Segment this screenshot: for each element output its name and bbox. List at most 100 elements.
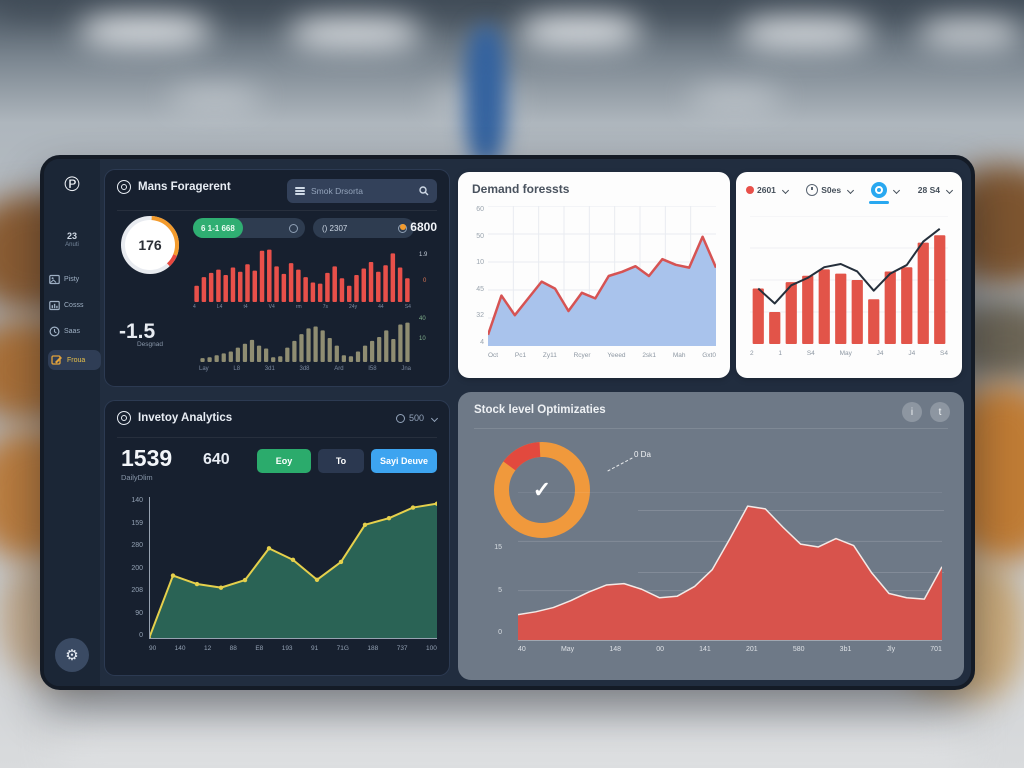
tick-label: I58 — [368, 366, 377, 372]
demand-area-chart — [488, 206, 716, 346]
status-badge-3: 6800 — [400, 220, 437, 234]
status-badge-2[interactable]: () 2307 — [313, 218, 414, 238]
tick-label: Ard — [334, 366, 344, 372]
tick-label: 148 — [609, 646, 622, 653]
sidebar: ℗ 23 Anuti Pisty Cosss Saas Froua ⚙ — [44, 159, 101, 686]
tick-label: 0 — [139, 632, 143, 639]
tick-label: Lay — [199, 366, 209, 372]
filter-label: 2601 — [757, 185, 776, 195]
x-axis-labels: 4 L4 t4 V4 rm 7s 24y 44 S4 — [193, 304, 411, 310]
tick-label: 50 — [476, 232, 484, 240]
tick-label: 2sk1 — [642, 352, 657, 359]
tick-label: Mah — [672, 352, 686, 359]
gauge-face — [125, 220, 175, 270]
edit-icon — [51, 355, 62, 365]
inventory-analytics-panel: Invetoy Analytics 500 1539 DailyDlim 640… — [104, 400, 450, 676]
sidebar-item-froua[interactable]: Froua — [48, 350, 101, 370]
tick-label: E8 — [255, 645, 264, 652]
version-block: 23 Anuti — [44, 231, 100, 248]
tick-label: t4 — [243, 304, 248, 310]
x-axis-line — [518, 640, 942, 641]
time-button[interactable]: t — [930, 402, 950, 422]
divider — [474, 428, 948, 429]
menu-icon — [295, 187, 305, 195]
tick-label: S4 — [806, 350, 815, 357]
search-input[interactable]: Smok Drsorta — [287, 179, 437, 203]
tick-label: 193 — [281, 645, 293, 652]
menu-value: 500 — [408, 413, 424, 423]
x-axis-labels: Oct Pc1 Zy11 Rcyer Yeeed 2sk1 Mah Gxt0 — [488, 352, 716, 359]
axis-label: 40 — [419, 316, 426, 322]
tick-label: 15 — [494, 544, 502, 551]
tick-label: 90 — [149, 645, 157, 652]
tick-label: J4 — [876, 350, 884, 357]
tick-label: 280 — [131, 542, 143, 549]
tick-label: Gxt0 — [702, 352, 716, 359]
panel-actions: i t — [902, 402, 950, 422]
search-placeholder: Smok Drsorta — [311, 186, 363, 196]
sidebar-item-cosss[interactable]: Cosss — [49, 295, 97, 315]
sidebar-item-label: Saas — [64, 327, 80, 335]
clock-icon — [806, 184, 819, 196]
tick-label: L8 — [233, 366, 241, 372]
to-button[interactable]: To — [318, 449, 364, 473]
panel-title: Stock level Optimizaties — [474, 404, 606, 416]
filter-type[interactable] — [869, 182, 901, 204]
annotation-leader — [607, 457, 633, 472]
check-icon: ✓ — [532, 477, 552, 502]
tick-label: 140 — [131, 497, 143, 504]
tick-label: 701 — [930, 646, 942, 653]
gauge-chart — [121, 216, 179, 274]
filter-period[interactable]: 28 S4 — [917, 185, 954, 195]
sidebar-item-label: Cosss — [64, 301, 84, 309]
tick-label: 737 — [396, 645, 408, 652]
tick-label: 32 — [476, 312, 484, 320]
filter-timerange[interactable]: S0es — [806, 184, 855, 196]
sidebar-item-pisty[interactable]: Pisty — [49, 269, 97, 289]
donut-chart — [494, 442, 590, 538]
badge-chip: 6 1-1 668 — [193, 218, 243, 238]
tick-label: 3b1 — [839, 646, 852, 653]
sidebar-item-label: Froua — [67, 356, 86, 364]
tick-label: S4 — [404, 304, 411, 310]
buy-button[interactable]: Eoy — [257, 449, 311, 473]
globe-icon — [395, 413, 405, 423]
filter-series[interactable]: 2601 — [746, 185, 789, 195]
tick-label: 3d8 — [299, 366, 310, 372]
sidebar-item-saas[interactable]: Saas — [49, 321, 97, 341]
tick-label: 580 — [792, 646, 805, 653]
status-badge-1[interactable]: 6 1-1 668 — [193, 218, 305, 238]
info-button[interactable]: i — [902, 402, 922, 422]
gear-icon: ⚙ — [65, 647, 79, 664]
tick-label: Oct — [488, 352, 499, 359]
tick-label: 100 — [426, 645, 437, 652]
tick-label: 24y — [349, 304, 358, 310]
axis-label: 10 — [419, 336, 426, 342]
filter-label: 28 S4 — [917, 185, 940, 195]
inventory-area-chart — [149, 497, 437, 639]
sidebar-item-label: Pisty — [64, 275, 80, 283]
tick-label: 90 — [135, 609, 143, 617]
blue-pillar — [465, 25, 507, 165]
forecast-bar-line-chart — [750, 216, 948, 344]
image-icon — [49, 274, 60, 284]
x-axis-labels: Lay L8 3d1 3d8 Ard I58 Jna — [199, 366, 411, 372]
tick-label: 1 — [778, 350, 783, 357]
time-icon: t — [938, 406, 942, 418]
panel-title: Demand foressts — [472, 182, 570, 196]
ceiling-light — [740, 18, 870, 48]
tick-label: Jna — [401, 366, 411, 372]
donut-annotation: 0 Da — [634, 450, 651, 459]
target-icon — [117, 411, 131, 425]
tick-label: 3d1 — [264, 366, 275, 372]
inventory-menu[interactable]: 500 — [395, 413, 439, 423]
settings-button[interactable]: ⚙ — [55, 638, 89, 672]
tick-label: S4 — [940, 350, 948, 357]
dashboard-window: ℗ 23 Anuti Pisty Cosss Saas Froua ⚙ Mans… — [40, 155, 975, 690]
ceiling-light — [170, 88, 260, 106]
button-label: Sayi Deuve — [379, 456, 429, 466]
overview-panel: Mans Foragerent Smok Drsorta 176 Desgnad… — [104, 169, 450, 387]
tick-label: 40 — [518, 646, 526, 653]
save-device-button[interactable]: Sayi Deuve — [371, 449, 437, 473]
chart-icon — [49, 300, 60, 310]
